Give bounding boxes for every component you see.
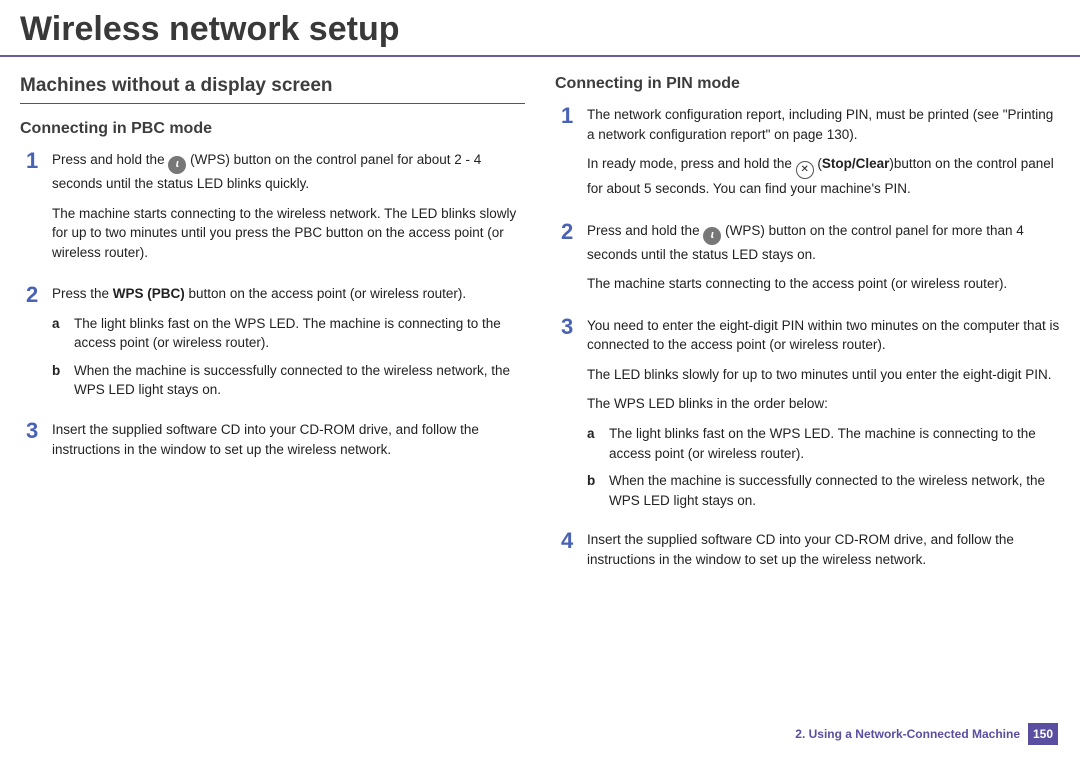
substep-letter: b bbox=[587, 471, 609, 510]
substep: b When the machine is successfully conne… bbox=[587, 471, 1060, 510]
step-text: In ready mode, press and hold the bbox=[587, 156, 796, 171]
step: 3 Insert the supplied software CD into y… bbox=[20, 420, 525, 469]
section-divider bbox=[20, 103, 525, 104]
step-number: 2 bbox=[20, 284, 52, 306]
substep-text: When the machine is successfully connect… bbox=[74, 361, 525, 400]
step: 3 You need to enter the eight-digit PIN … bbox=[555, 316, 1060, 519]
substep-text: The light blinks fast on the WPS LED. Th… bbox=[609, 424, 1060, 463]
step: 1 The network configuration report, incl… bbox=[555, 105, 1060, 209]
step-text: The LED blinks slowly for up to two minu… bbox=[587, 365, 1060, 385]
substep-text: When the machine is successfully connect… bbox=[609, 471, 1060, 510]
step-bold: Stop/Clear bbox=[822, 156, 890, 171]
step-body: The network configuration report, includ… bbox=[587, 105, 1060, 209]
step-body: Press and hold the ɩ (WPS) button on the… bbox=[587, 221, 1060, 304]
step-text: Press and hold the bbox=[587, 223, 703, 238]
step: 4 Insert the supplied software CD into y… bbox=[555, 530, 1060, 579]
page-footer: 2. Using a Network-Connected Machine 150 bbox=[795, 723, 1058, 745]
step: 2 Press the WPS (PBC) button on the acce… bbox=[20, 284, 525, 408]
step-body: You need to enter the eight-digit PIN wi… bbox=[587, 316, 1060, 519]
step-text: button on the access point (or wireless … bbox=[185, 286, 466, 301]
step-number: 4 bbox=[555, 530, 587, 552]
page-title: Wireless network setup bbox=[0, 0, 1080, 57]
substep-letter: a bbox=[587, 424, 609, 463]
right-column: Connecting in PIN mode 1 The network con… bbox=[555, 75, 1060, 591]
step-text: Insert the supplied software CD into you… bbox=[52, 420, 525, 459]
step-number: 3 bbox=[555, 316, 587, 338]
left-column: Machines without a display screen Connec… bbox=[20, 75, 525, 591]
step-text: The machine starts connecting to the wir… bbox=[52, 204, 525, 263]
step-body: Insert the supplied software CD into you… bbox=[52, 420, 525, 469]
footer-page-number: 150 bbox=[1028, 723, 1058, 745]
step-bold: WPS (PBC) bbox=[113, 286, 185, 301]
step-body: Press and hold the ɩ (WPS) button on the… bbox=[52, 150, 525, 272]
step-body: Press the WPS (PBC) button on the access… bbox=[52, 284, 525, 408]
step-number: 3 bbox=[20, 420, 52, 442]
subsection-heading: Connecting in PIN mode bbox=[555, 75, 1060, 93]
substep-letter: b bbox=[52, 361, 74, 400]
step-number: 2 bbox=[555, 221, 587, 243]
step-number: 1 bbox=[20, 150, 52, 172]
step-text: The WPS LED blinks in the order below: bbox=[587, 394, 1060, 414]
step-text: The machine starts connecting to the acc… bbox=[587, 274, 1060, 294]
wps-icon: ɩ bbox=[168, 156, 186, 174]
step-text: The network configuration report, includ… bbox=[587, 105, 1060, 144]
step: 2 Press and hold the ɩ (WPS) button on t… bbox=[555, 221, 1060, 304]
wps-icon: ɩ bbox=[703, 227, 721, 245]
step-text: Press and hold the bbox=[52, 152, 168, 167]
section-heading: Machines without a display screen bbox=[20, 75, 525, 97]
substep: a The light blinks fast on the WPS LED. … bbox=[587, 424, 1060, 463]
footer-chapter: 2. Using a Network-Connected Machine bbox=[795, 727, 1020, 741]
content-columns: Machines without a display screen Connec… bbox=[0, 57, 1080, 591]
step-body: Insert the supplied software CD into you… bbox=[587, 530, 1060, 579]
substep-text: The light blinks fast on the WPS LED. Th… bbox=[74, 314, 525, 353]
step-number: 1 bbox=[555, 105, 587, 127]
substep: b When the machine is successfully conne… bbox=[52, 361, 525, 400]
substep-letter: a bbox=[52, 314, 74, 353]
stop-clear-icon: ✕ bbox=[796, 161, 814, 179]
subsection-heading: Connecting in PBC mode bbox=[20, 120, 525, 138]
substep: a The light blinks fast on the WPS LED. … bbox=[52, 314, 525, 353]
step-text: Insert the supplied software CD into you… bbox=[587, 530, 1060, 569]
step-text: Press the bbox=[52, 286, 113, 301]
step-text: You need to enter the eight-digit PIN wi… bbox=[587, 316, 1060, 355]
step: 1 Press and hold the ɩ (WPS) button on t… bbox=[20, 150, 525, 272]
